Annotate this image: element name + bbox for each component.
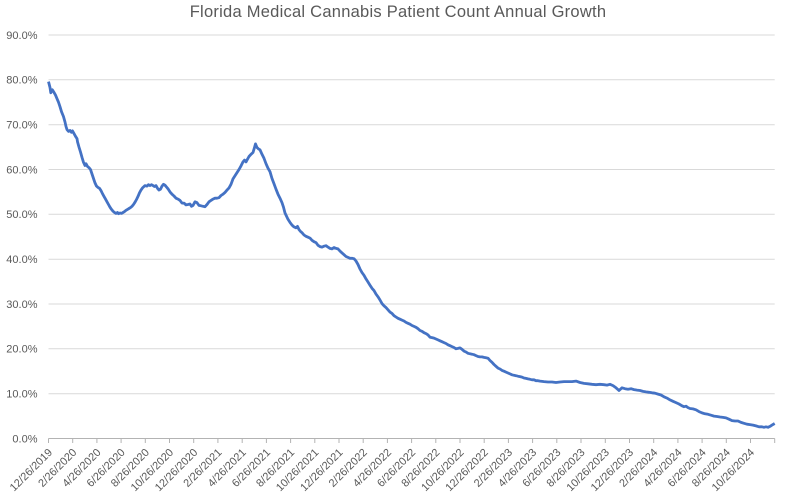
svg-text:Florida Medical Cannabis Patie: Florida Medical Cannabis Patient Count A… [190, 3, 607, 21]
svg-text:80.0%: 80.0% [6, 75, 37, 87]
svg-text:50.0%: 50.0% [6, 209, 37, 221]
svg-text:40.0%: 40.0% [6, 254, 37, 266]
svg-text:90.0%: 90.0% [6, 30, 37, 42]
svg-text:20.0%: 20.0% [6, 344, 37, 356]
svg-text:10.0%: 10.0% [6, 389, 37, 401]
svg-text:60.0%: 60.0% [6, 164, 37, 176]
svg-text:30.0%: 30.0% [6, 299, 37, 311]
svg-text:0.0%: 0.0% [12, 433, 37, 445]
svg-text:70.0%: 70.0% [6, 120, 37, 132]
